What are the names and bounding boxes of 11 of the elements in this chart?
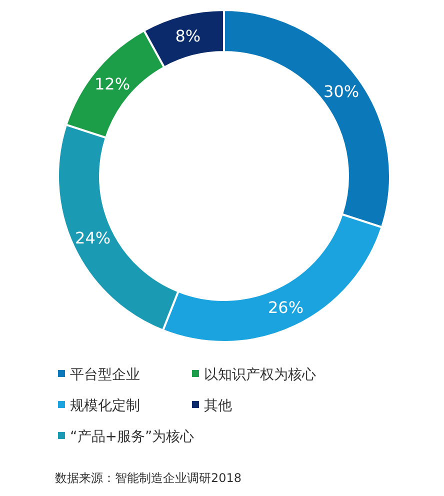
data-label: 12% xyxy=(94,74,130,94)
legend-label: 规模化定制 xyxy=(70,398,140,414)
source-note: 数据来源：智能制造企业调研2018 xyxy=(55,471,242,485)
legend-label: “产品+服务”为核心 xyxy=(70,429,194,445)
legend-label: 其他 xyxy=(204,398,232,414)
data-label: 8% xyxy=(175,26,201,46)
data-label: 30% xyxy=(324,82,360,101)
legend-label: 平台型企业 xyxy=(70,367,140,383)
legend-label: 以知识产权为核心 xyxy=(204,367,316,383)
data-label: 26% xyxy=(268,298,304,318)
data-label: 24% xyxy=(75,228,111,248)
